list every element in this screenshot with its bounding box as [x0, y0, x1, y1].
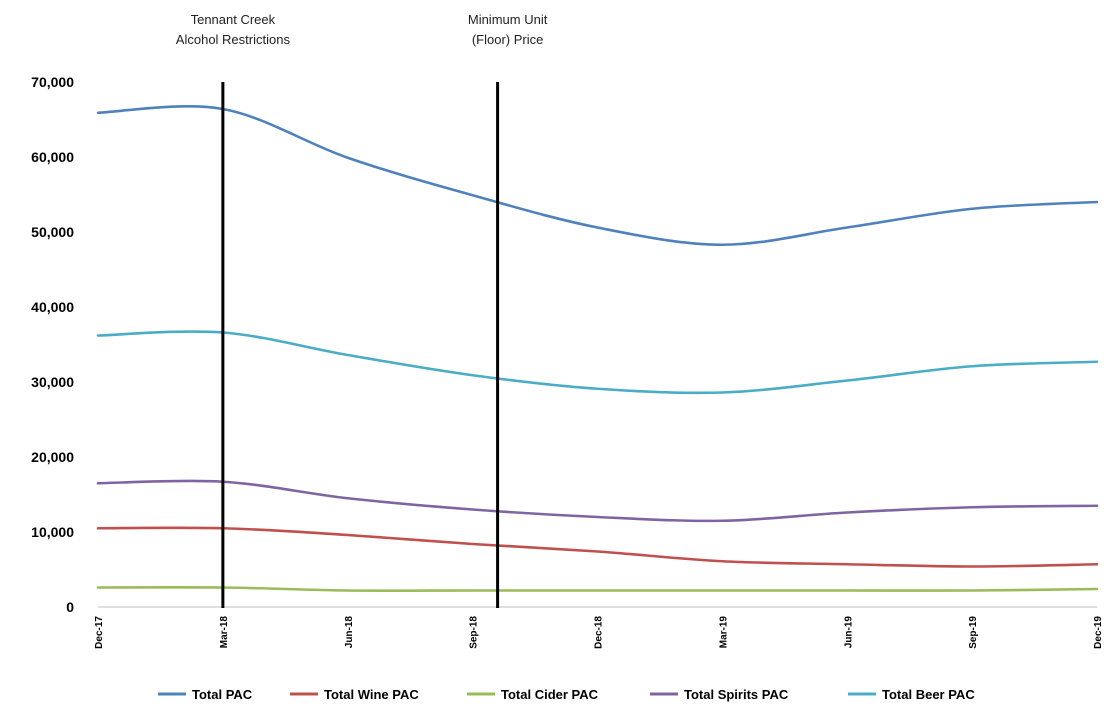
y-tick-label: 60,000 — [31, 149, 74, 165]
legend-label: Total Beer PAC — [882, 687, 975, 702]
y-tick-label: 30,000 — [31, 374, 74, 390]
series-line-total-beer-pac — [96, 330, 1099, 395]
y-tick-label: 50,000 — [31, 224, 74, 240]
y-tick-label: 10,000 — [31, 524, 74, 540]
x-tick-label: Mar-18 — [219, 616, 230, 649]
legend-label: Total Cider PAC — [501, 687, 599, 702]
x-tick-label: Mar-19 — [718, 616, 729, 649]
legend-label: Total Wine PAC — [324, 687, 419, 702]
y-tick-label: 20,000 — [31, 449, 74, 465]
y-tick-label: 70,000 — [31, 74, 74, 90]
series-line-total-cider-pac — [96, 585, 1099, 593]
event-label: (Floor) Price — [472, 32, 544, 47]
y-axis-ticks: 0 10,000 20,000 30,000 40,000 50,000 60,000 70,… — [31, 74, 74, 615]
series-line-total-pac — [96, 105, 1099, 247]
legend-label: Total PAC — [192, 687, 253, 702]
event-markers: Tennant Creek Alcohol Restrictions Minimum… — [176, 12, 548, 608]
y-tick-label: 0 — [66, 599, 74, 615]
chart-series — [96, 105, 1099, 593]
event-label: Minimum Unit — [468, 12, 548, 27]
x-tick-label: Jun-19 — [843, 616, 854, 649]
event-label: Tennant Creek — [191, 12, 276, 27]
x-tick-label: Dec-19 — [1093, 616, 1104, 649]
x-tick-label: Dec-17 — [94, 616, 105, 649]
event-label: Alcohol Restrictions — [176, 32, 291, 47]
legend-label: Total Spirits PAC — [684, 687, 789, 702]
series-line-total-wine-pac — [96, 526, 1099, 568]
y-tick-label: 40,000 — [31, 299, 74, 315]
series-line-total-spirits-pac — [96, 479, 1099, 523]
chart-legend: Total PAC Total Wine PAC Total Cider PAC To… — [158, 687, 975, 702]
x-tick-label: Sep-19 — [968, 616, 979, 649]
x-tick-label: Dec-18 — [594, 616, 605, 649]
x-axis-ticks: Dec-17 Mar-18 Jun-18 Sep-18 Dec-18 Mar-19 Jun-… — [94, 616, 1104, 649]
x-tick-label: Jun-18 — [344, 616, 355, 649]
x-tick-label: Sep-18 — [469, 616, 480, 649]
